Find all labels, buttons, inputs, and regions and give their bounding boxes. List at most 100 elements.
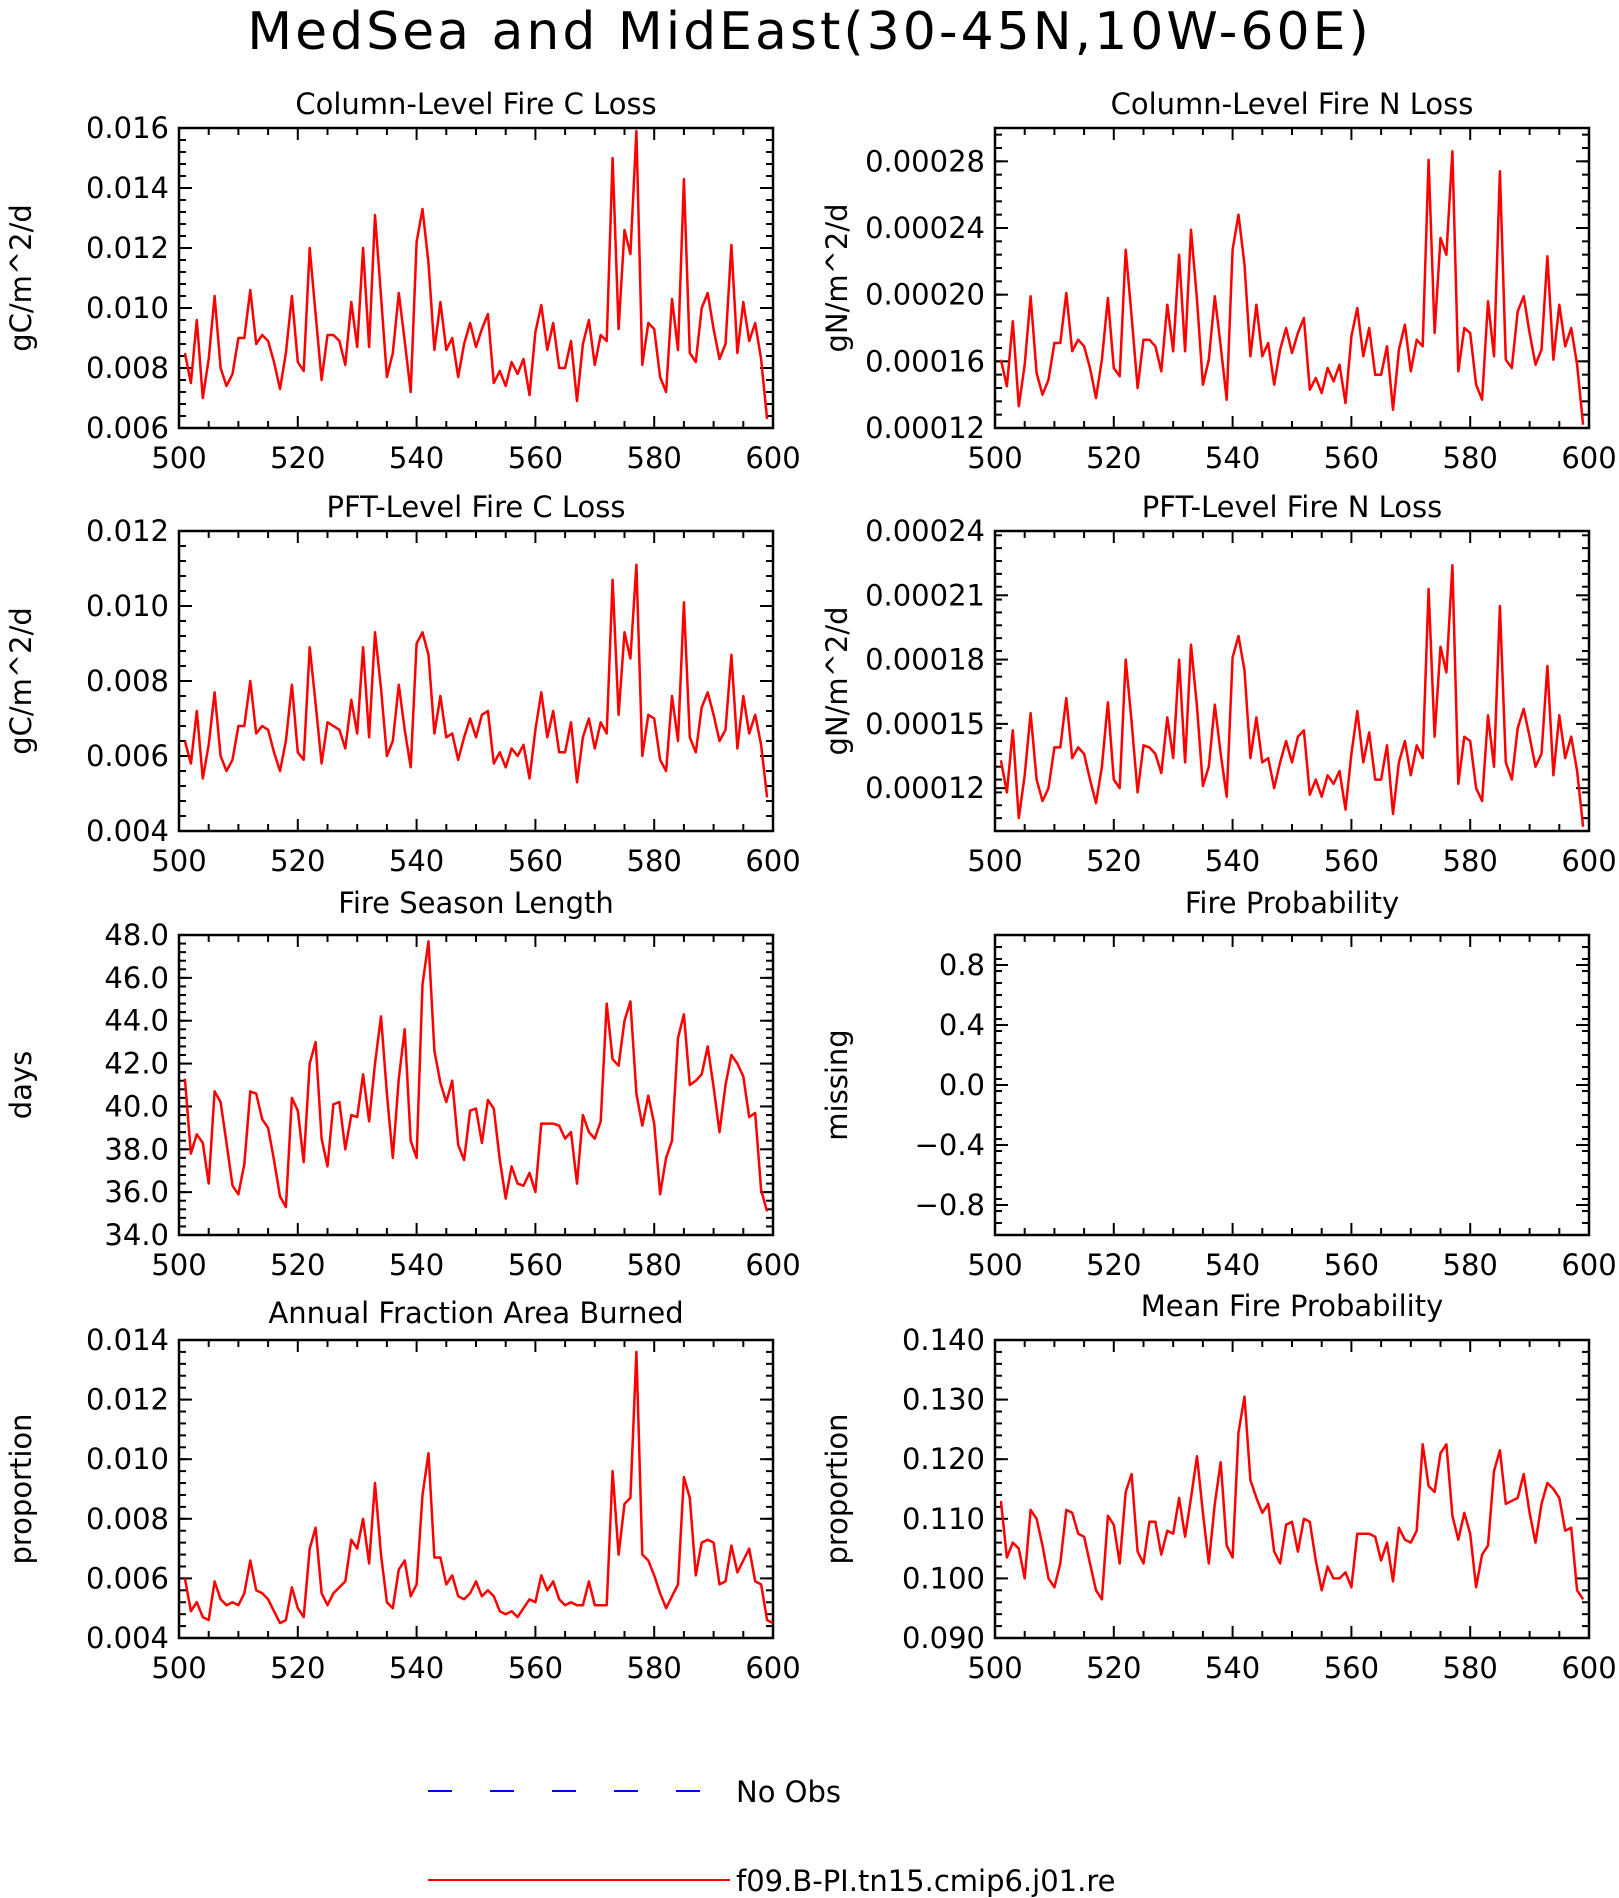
chart-panel-2: Column-Level Fire N Loss 500 520 540 560 580 6…	[820, 87, 1617, 475]
x-tick-label: 520	[1086, 844, 1141, 878]
y-tick-label: 42.0	[104, 1047, 169, 1081]
y-tick-label: 0.00018	[865, 643, 985, 677]
y-tick-label: 0.010	[86, 291, 169, 325]
x-tick-label: 540	[389, 1651, 444, 1685]
y-tick-label: 48.0	[104, 918, 169, 952]
y-axis-label: proportion	[4, 1413, 38, 1564]
panel-title: Column-Level Fire C Loss	[295, 87, 656, 121]
y-tick-label: 36.0	[104, 1175, 169, 1209]
y-tick-label: 46.0	[104, 961, 169, 995]
panel-title: PFT-Level Fire C Loss	[327, 490, 626, 524]
x-tick-label: 560	[508, 1248, 563, 1282]
y-tick-label: 0.00016	[865, 344, 985, 378]
y-tick-label: 34.0	[104, 1218, 169, 1252]
y-tick-label: 0.00024	[865, 514, 985, 548]
y-tick-label: 0.4	[939, 1008, 985, 1042]
y-tick-label: −0.4	[915, 1128, 985, 1162]
chart-panel-4: PFT-Level Fire N Loss 500 520 540 560 580 600 0…	[820, 490, 1617, 878]
chart-panel-1: Column-Level Fire C Loss 500 520 540 560 580 6…	[4, 87, 801, 475]
legend-label-no-obs: No Obs	[736, 1775, 841, 1809]
y-tick-label: 0.010	[86, 1442, 169, 1476]
y-tick-label: 38.0	[104, 1132, 169, 1166]
y-tick-label: 0.00024	[865, 211, 985, 245]
x-tick-label: 560	[508, 441, 563, 475]
y-tick-label: 0.004	[86, 814, 169, 848]
x-tick-label: 580	[1443, 1248, 1498, 1282]
y-axis-label: days	[4, 1051, 38, 1119]
x-tick-label: 600	[745, 1248, 800, 1282]
y-axis-label: gC/m^2/d	[4, 607, 38, 755]
x-tick-label: 600	[745, 441, 800, 475]
x-tick-label: 520	[1086, 441, 1141, 475]
y-tick-label: 0.0	[939, 1068, 985, 1102]
series-line	[999, 150, 1585, 425]
x-tick-label: 520	[1086, 1248, 1141, 1282]
x-tick-label: 540	[1205, 1248, 1260, 1282]
chart-panel-6: Fire Probability 500 520 540 560 580 600 −0.8 −0…	[820, 886, 1617, 1282]
y-tick-label: 0.014	[86, 171, 169, 205]
x-tick-label: 540	[389, 441, 444, 475]
y-tick-label: 0.120	[902, 1442, 985, 1476]
x-tick-label: 520	[270, 1248, 325, 1282]
y-tick-label: 0.8	[939, 948, 985, 982]
plot-frame	[177, 126, 775, 430]
y-tick-label: 0.014	[86, 1323, 169, 1357]
x-tick-label: 560	[508, 844, 563, 878]
series-line	[183, 1350, 774, 1625]
x-tick-label: 600	[745, 844, 800, 878]
series-line	[183, 940, 769, 1212]
x-tick-label: 580	[1443, 844, 1498, 878]
series-line	[999, 564, 1585, 827]
legend: No Obs f09.B-PI.tn15.cmip6.j01.re	[428, 1775, 1115, 1898]
x-tick-label: 500	[967, 1651, 1022, 1685]
y-axis-label: gN/m^2/d	[820, 203, 854, 352]
x-tick-label: 560	[1324, 1248, 1379, 1282]
x-tick-label: 520	[270, 844, 325, 878]
series-line	[183, 129, 769, 420]
x-tick-label: 600	[1561, 844, 1616, 878]
x-tick-label: 580	[627, 1248, 682, 1282]
x-tick-label: 500	[151, 1248, 206, 1282]
y-tick-label: 0.004	[86, 1621, 169, 1655]
chart-panel-7: Annual Fraction Area Burned 500 520 540 560 5…	[4, 1296, 801, 1685]
y-tick-label: 0.008	[86, 664, 169, 698]
x-tick-label: 500	[151, 1651, 206, 1685]
panel-title: PFT-Level Fire N Loss	[1142, 490, 1442, 524]
y-tick-label: 40.0	[104, 1089, 169, 1123]
y-tick-label: 0.090	[902, 1621, 985, 1655]
y-tick-label: 0.140	[902, 1323, 985, 1357]
y-axis-label: gN/m^2/d	[820, 606, 854, 755]
x-tick-label: 500	[967, 441, 1022, 475]
y-axis-label: proportion	[820, 1413, 854, 1564]
chart-panel-5: Fire Season Length 500 520 540 560 580 600 34.0…	[4, 886, 801, 1282]
x-tick-label: 540	[1205, 1651, 1260, 1685]
y-tick-label: 0.110	[902, 1502, 985, 1536]
y-tick-label: 0.130	[902, 1383, 985, 1417]
y-tick-label: 0.012	[86, 1383, 169, 1417]
y-tick-label: 0.012	[86, 231, 169, 265]
x-tick-label: 520	[270, 1651, 325, 1685]
x-tick-label: 540	[389, 1248, 444, 1282]
x-tick-label: 520	[270, 441, 325, 475]
x-tick-label: 580	[627, 844, 682, 878]
y-tick-label: 0.016	[86, 111, 169, 145]
y-tick-label: 0.00012	[865, 411, 985, 445]
y-tick-label: 44.0	[104, 1004, 169, 1038]
x-tick-label: 560	[508, 1651, 563, 1685]
series-line	[183, 563, 769, 798]
y-tick-label: 0.008	[86, 351, 169, 385]
y-tick-label: 0.00021	[865, 578, 985, 612]
y-tick-label: 0.100	[902, 1561, 985, 1595]
y-tick-label: 0.012	[86, 514, 169, 548]
x-tick-label: 540	[1205, 441, 1260, 475]
figure-title: MedSea and MidEast(30-45N,10W-60E)	[247, 2, 1372, 62]
plot-frame	[993, 933, 1591, 1237]
y-tick-label: 0.006	[86, 1561, 169, 1595]
x-tick-label: 600	[745, 1651, 800, 1685]
y-tick-label: 0.00012	[865, 771, 985, 805]
plot-frame	[177, 529, 775, 833]
x-tick-label: 580	[1443, 441, 1498, 475]
y-tick-label: −0.8	[915, 1188, 985, 1222]
y-axis-label: missing	[820, 1029, 854, 1140]
